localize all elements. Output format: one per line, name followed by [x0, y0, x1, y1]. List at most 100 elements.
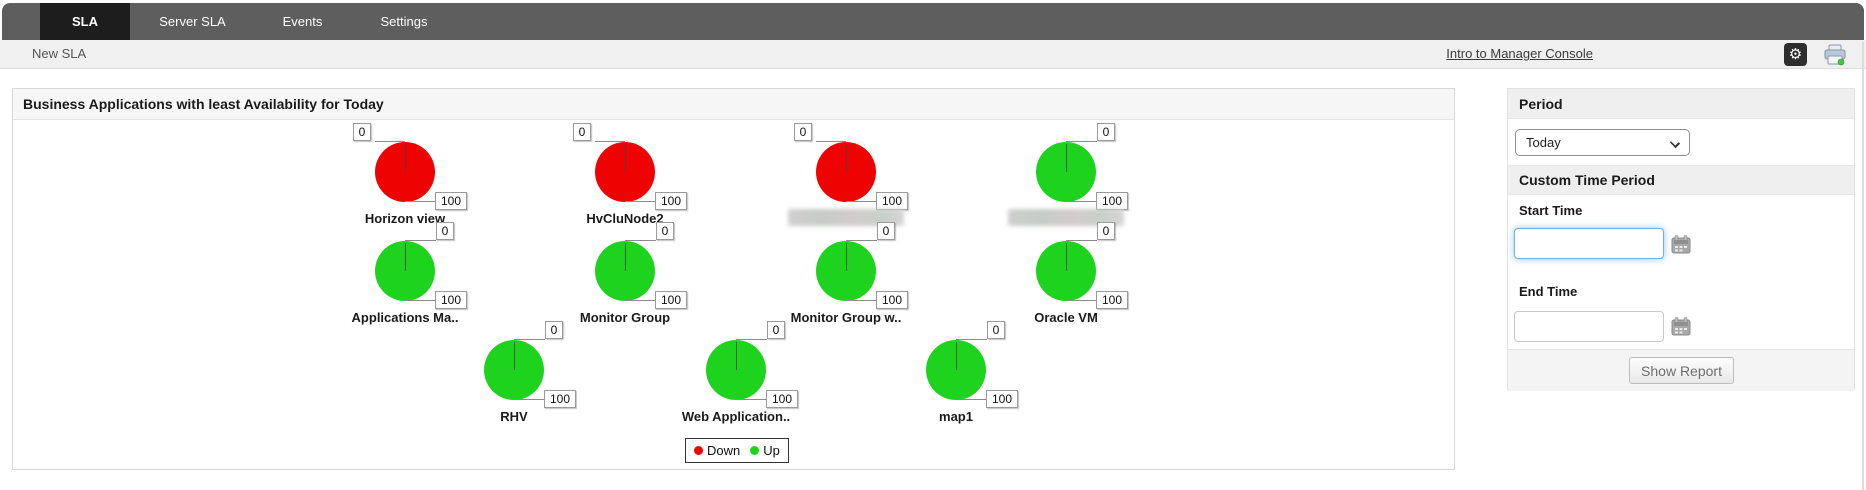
- availability-gauge[interactable]: 0 100 Monitor Group w..: [736, 219, 956, 331]
- hundred-tick-line: [736, 399, 766, 400]
- gauge-needle: [846, 144, 847, 172]
- zero-tick-line: [514, 339, 545, 340]
- tab-sla[interactable]: SLA: [40, 3, 130, 40]
- scale-min-label: 0: [877, 222, 895, 240]
- gauge-label: Applications Ma..: [351, 310, 459, 325]
- availability-gauge[interactable]: 0 100 HvCluNode2: [515, 120, 735, 232]
- scale-max-label: 100: [876, 192, 908, 210]
- tab-settings[interactable]: Settings: [380, 14, 428, 29]
- zero-tick-line: [625, 240, 656, 241]
- scale-min-label: 0: [656, 222, 674, 240]
- scale-max-label: 100: [1096, 291, 1128, 309]
- scale-max-label: 100: [544, 390, 576, 408]
- scale-max-label: 100: [655, 192, 687, 210]
- availability-gauge[interactable]: 0 100 map1: [846, 318, 1066, 430]
- period-selected-value: Today: [1526, 135, 1561, 150]
- gauge-label: Monitor Group: [579, 310, 671, 325]
- show-report-button[interactable]: Show Report: [1629, 357, 1734, 384]
- tab-server-sla[interactable]: Server SLA: [159, 14, 226, 29]
- hundred-tick-line: [1066, 300, 1096, 301]
- end-time-label: End Time: [1519, 284, 1578, 299]
- legend-item-up: Up: [750, 443, 780, 458]
- legend-label: Up: [763, 443, 780, 458]
- gauge-label: Web Application..: [681, 409, 791, 424]
- gauge-needle: [405, 243, 406, 271]
- hundred-tick-line: [1066, 201, 1096, 202]
- availability-gauge[interactable]: 0 100 Web Application..: [626, 318, 846, 430]
- legend-label: Down: [707, 443, 741, 458]
- legend-down-dot-icon: [694, 446, 703, 455]
- zero-tick-line: [1066, 240, 1097, 241]
- scale-min-label: 0: [353, 123, 371, 141]
- availability-gauge[interactable]: 0 100 Oracle VM: [956, 219, 1176, 331]
- scale-min-label: 0: [1097, 222, 1115, 240]
- intro-manager-console-link[interactable]: Intro to Manager Console: [1446, 46, 1593, 61]
- breadcrumb-band: New SLA Intro to Manager Console ⚙: [0, 40, 1866, 69]
- scale-min-label: 0: [545, 321, 563, 339]
- panel-title: Business Applications with least Availab…: [23, 96, 384, 112]
- gauge-needle: [405, 144, 406, 172]
- gauge-needle: [956, 342, 957, 370]
- zero-tick-line: [736, 339, 767, 340]
- hundred-tick-line: [625, 300, 655, 301]
- hundred-tick-line: [405, 300, 435, 301]
- print-icon[interactable]: [1823, 44, 1847, 66]
- gauge-label: Oracle VM: [1034, 310, 1098, 325]
- availability-gauge[interactable]: 0 100: [956, 120, 1176, 232]
- legend-up-dot-icon: [750, 446, 760, 455]
- scale-min-label: 0: [794, 123, 812, 141]
- gauge-label: Monitor Group w..: [790, 310, 902, 325]
- hundred-tick-line: [956, 399, 986, 400]
- new-sla-link[interactable]: New SLA: [32, 46, 87, 61]
- page-right-edge: [1862, 42, 1864, 490]
- gauge-needle: [625, 144, 626, 172]
- redacted-gauge-label: [1008, 209, 1124, 226]
- availability-gauge[interactable]: 0 100: [736, 120, 956, 232]
- scale-min-label: 0: [1097, 123, 1115, 141]
- availability-panel: Business Applications with least Availab…: [12, 88, 1455, 470]
- hundred-tick-line: [625, 201, 655, 202]
- availability-chart: 0 100 Horizon view 0 100 HvCluNode2 0 100 0 100 0 1…: [13, 120, 1454, 469]
- start-time-calendar-icon[interactable]: [1671, 235, 1691, 254]
- start-time-label: Start Time: [1519, 203, 1583, 218]
- zero-tick-line: [375, 141, 405, 142]
- scale-min-label: 0: [767, 321, 785, 339]
- gauge-needle: [625, 243, 626, 271]
- nav-left-spacer: [2, 3, 40, 40]
- gauge-label: RHV: [500, 409, 528, 424]
- zero-tick-line: [816, 141, 846, 142]
- legend-item-down: Down: [694, 443, 740, 458]
- hundred-tick-line: [846, 201, 876, 202]
- scale-min-label: 0: [987, 321, 1005, 339]
- zero-tick-line: [846, 240, 877, 241]
- end-time-input[interactable]: [1514, 311, 1664, 342]
- availability-gauge[interactable]: 0 100 Horizon view: [295, 120, 515, 232]
- hundred-tick-line: [846, 300, 876, 301]
- gauge-needle: [1066, 144, 1067, 172]
- scale-max-label: 100: [655, 291, 687, 309]
- scale-max-label: 100: [435, 192, 467, 210]
- start-time-input[interactable]: [1514, 228, 1664, 259]
- scale-max-label: 100: [876, 291, 908, 309]
- scale-max-label: 100: [766, 390, 798, 408]
- end-time-calendar-icon[interactable]: [1671, 317, 1691, 336]
- availability-gauge[interactable]: 0 100 RHV: [404, 318, 624, 430]
- tab-events[interactable]: Events: [282, 14, 323, 29]
- gauge-needle: [1066, 243, 1067, 271]
- chart-legend: Down Up: [685, 438, 789, 463]
- gauge-needle: [514, 342, 515, 370]
- period-select[interactable]: Today: [1515, 129, 1690, 156]
- period-section-header: Period: [1508, 89, 1854, 119]
- settings-gear-icon[interactable]: ⚙: [1784, 43, 1807, 66]
- scale-min-label: 0: [573, 123, 591, 141]
- availability-gauge[interactable]: 0 100 Monitor Group: [515, 219, 735, 331]
- availability-gauge[interactable]: 0 100 Applications Ma..: [295, 219, 515, 331]
- zero-tick-line: [1066, 141, 1097, 142]
- zero-tick-line: [956, 339, 987, 340]
- sidebar-footer: Show Report: [1508, 349, 1854, 391]
- scale-max-label: 100: [986, 390, 1018, 408]
- top-navbar: SLA Server SLA Events Settings: [2, 3, 1864, 40]
- report-options-sidebar: Period Today Custom Time Period Start Ti…: [1507, 88, 1855, 391]
- custom-time-period-header: Custom Time Period: [1508, 165, 1854, 195]
- hundred-tick-line: [405, 201, 435, 202]
